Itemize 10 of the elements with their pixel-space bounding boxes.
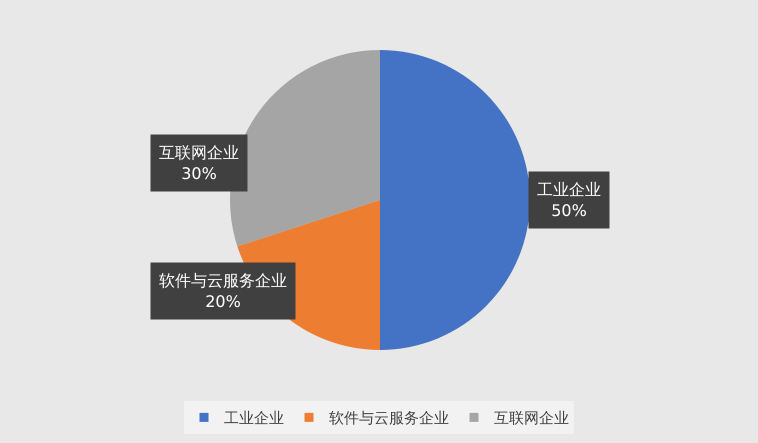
slice-label: 软件与云服务企业 [159,271,287,290]
legend-label: 软件与云服务企业 [329,409,449,428]
pie-slice [380,50,530,350]
slice-label: 互联网企业 [159,143,239,162]
data-label: 20% [205,292,241,311]
data-label: 30% [181,164,217,183]
data-label: 50% [551,200,587,220]
legend-label: 工业企业 [224,409,284,428]
legend-label: 互联网企业 [494,409,569,428]
slice-label: 工业企业 [537,180,601,199]
